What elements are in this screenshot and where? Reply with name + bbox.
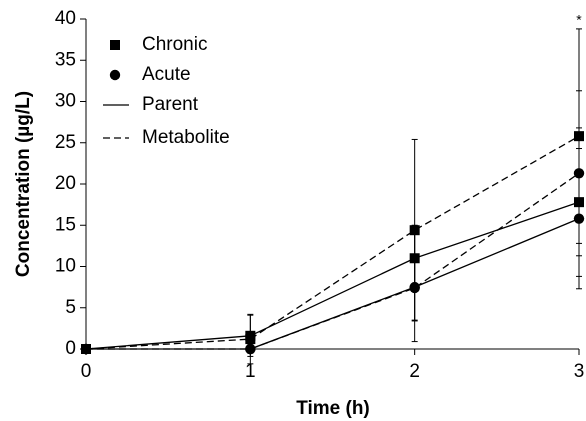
series-line: [85, 201, 580, 350]
marker: [80, 343, 92, 355]
y-tick-label: 40: [55, 8, 76, 29]
legend-label: Acute: [142, 64, 191, 85]
y-tick-label: 20: [55, 173, 76, 194]
y-tick-label: 15: [55, 214, 76, 235]
marker: [409, 225, 420, 236]
marker: [245, 343, 256, 355]
marker: [409, 282, 420, 294]
x-tick-label: 1: [245, 361, 256, 382]
annotation: *: [576, 12, 582, 28]
x-tick-label: 2: [409, 361, 420, 382]
y-tick-label: 0: [65, 338, 76, 359]
y-tick-label: 25: [55, 132, 76, 153]
y-axis-title: Concentration (µg/L): [13, 91, 34, 277]
legend-label: Metabolite: [142, 127, 230, 148]
marker: [245, 334, 256, 345]
x-tick-label: 3: [574, 361, 585, 382]
legend-label: Chronic: [142, 34, 207, 55]
y-tick-label: 30: [55, 91, 76, 112]
y-tick-label: 5: [65, 297, 76, 318]
series-line: [86, 218, 580, 350]
legend-label: Parent: [142, 94, 199, 115]
series-line: [85, 135, 580, 350]
x-axis-title: Time (h): [296, 398, 370, 419]
y-tick-label: 35: [55, 49, 76, 70]
marker: [573, 168, 585, 179]
legend-marker: [110, 40, 120, 50]
series-line: [86, 172, 580, 350]
y-tick-label: 10: [55, 256, 76, 277]
x-tick-label: 0: [81, 361, 92, 382]
legend-marker: [109, 69, 121, 81]
